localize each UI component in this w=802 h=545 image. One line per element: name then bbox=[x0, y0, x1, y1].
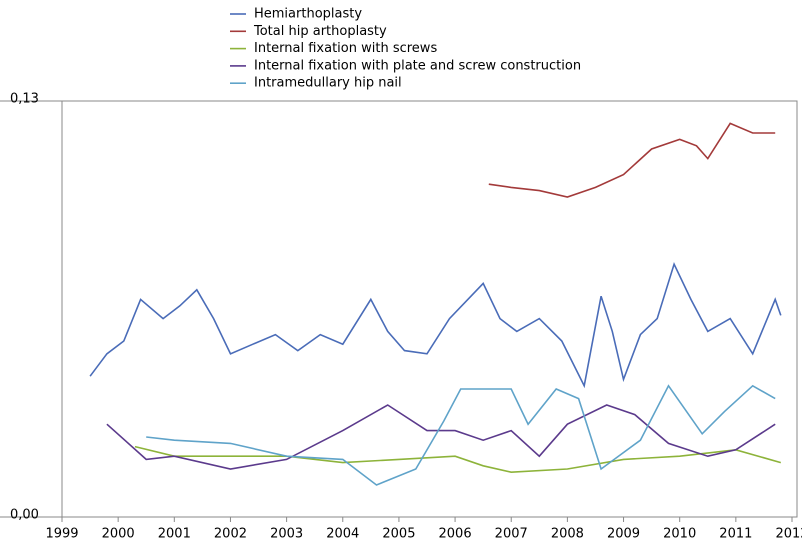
series-line bbox=[488, 122, 776, 198]
legend-label: Intramedullary hip nail bbox=[254, 76, 402, 91]
series-line bbox=[134, 445, 782, 474]
x-tick-label: 2004 bbox=[326, 527, 359, 542]
y-tick-label: 0,00 bbox=[10, 508, 39, 523]
x-tick-label: 2001 bbox=[158, 527, 191, 542]
plot-frame bbox=[61, 100, 798, 518]
x-tick-label: 2003 bbox=[270, 527, 303, 542]
x-tick-label: 2010 bbox=[663, 527, 696, 542]
x-tick-label: 2006 bbox=[439, 527, 472, 542]
x-tick-label: 2005 bbox=[382, 527, 415, 542]
x-tick-label: 2008 bbox=[551, 527, 584, 542]
series-line bbox=[89, 262, 782, 389]
x-tick-label: 2007 bbox=[495, 527, 528, 542]
x-tick-label: 2009 bbox=[607, 527, 640, 542]
legend-label: Hemiarthoplasty bbox=[254, 7, 362, 22]
legend-label: Internal fixation with screws bbox=[254, 41, 437, 56]
x-tick-label: 2002 bbox=[214, 527, 247, 542]
x-tick-label: 2000 bbox=[102, 527, 135, 542]
x-tick-label: 2011 bbox=[719, 527, 752, 542]
y-tick-label: 0,13 bbox=[10, 92, 39, 107]
legend-label: Total hip arthoplasty bbox=[253, 24, 387, 39]
legend-label: Internal fixation with plate and screw c… bbox=[254, 58, 581, 73]
x-tick-label: 1999 bbox=[45, 527, 78, 542]
series-line bbox=[106, 404, 776, 470]
series-line bbox=[146, 384, 776, 486]
x-tick-label: 2012 bbox=[775, 527, 802, 542]
